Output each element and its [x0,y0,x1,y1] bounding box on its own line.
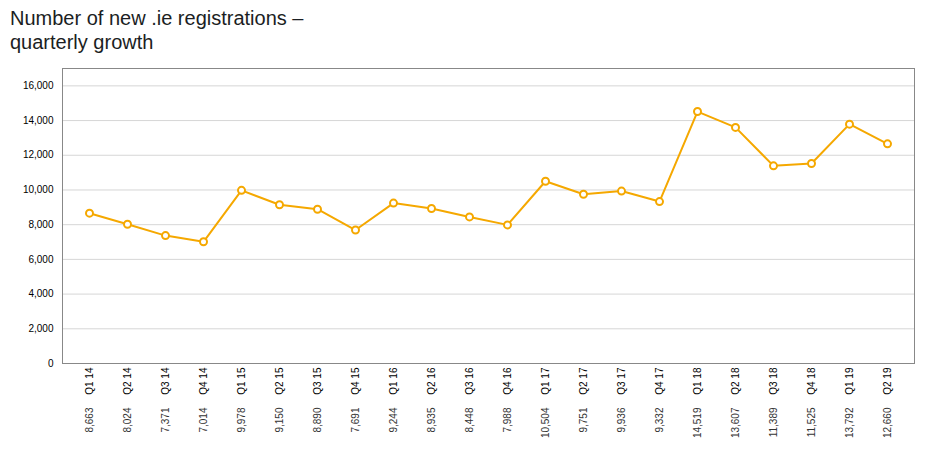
svg-text:14,000: 14,000 [23,115,54,126]
svg-text:11,389: 11,389 [768,407,779,437]
svg-text:Q3 16: Q3 16 [464,367,475,395]
svg-text:16,000: 16,000 [23,80,54,91]
svg-text:9,751: 9,751 [578,407,589,432]
html-text:quarterly growth: quarterly growth [10,31,154,53]
svg-text:13,607: 13,607 [730,407,741,438]
svg-text:Q3 17: Q3 17 [616,367,627,395]
svg-text:8,000: 8,000 [28,219,53,230]
svg-text:7,371: 7,371 [160,407,171,432]
svg-text:13,792: 13,792 [844,407,855,438]
svg-text:Q3 18: Q3 18 [768,367,779,395]
svg-text:Q3 14: Q3 14 [160,367,171,395]
html-text:Number of new .ie registration: Number of new .ie registrations – [10,7,304,29]
svg-text:Q2 17: Q2 17 [578,367,589,395]
svg-text:9,978: 9,978 [236,407,247,432]
svg-text:9,150: 9,150 [274,407,285,432]
svg-text:Q4 14: Q4 14 [198,367,209,395]
svg-text:Q2 16: Q2 16 [426,367,437,395]
svg-text:Q2 14: Q2 14 [122,367,133,395]
svg-text:14,519: 14,519 [692,407,703,438]
svg-text:8,663: 8,663 [84,407,95,432]
svg-text:Q1 19: Q1 19 [844,367,855,395]
svg-text:Q4 16: Q4 16 [502,367,513,395]
svg-text:Q3 15: Q3 15 [312,367,323,395]
svg-text:12,660: 12,660 [882,407,893,438]
svg-text:Q2 19: Q2 19 [882,367,893,395]
svg-text:9,244: 9,244 [388,407,399,432]
svg-text:Q1 17: Q1 17 [540,367,551,395]
svg-text:Q1 15: Q1 15 [236,367,247,395]
svg-text:10,000: 10,000 [23,184,54,195]
svg-text:9,332: 9,332 [654,407,665,432]
svg-text:Q4 17: Q4 17 [654,367,665,395]
svg-text:Q2 15: Q2 15 [274,367,285,395]
svg-text:Q1 16: Q1 16 [388,367,399,395]
svg-text:Q1 14: Q1 14 [84,367,95,395]
svg-text:Q1 18: Q1 18 [692,367,703,395]
svg-text:0: 0 [48,358,54,369]
svg-text:7,014: 7,014 [198,407,209,432]
svg-text:8,935: 8,935 [426,407,437,432]
svg-text:Q2 18: Q2 18 [730,367,741,395]
svg-text:11,525: 11,525 [806,407,817,437]
svg-text:2,000: 2,000 [28,323,53,334]
svg-text:8,024: 8,024 [122,407,133,432]
svg-text:8,890: 8,890 [312,407,323,432]
svg-text:7,988: 7,988 [502,407,513,432]
svg-text:8,448: 8,448 [464,407,475,432]
svg-text:Q4 15: Q4 15 [350,367,361,395]
svg-text:9,936: 9,936 [616,407,627,432]
svg-text:6,000: 6,000 [28,254,53,265]
svg-text:7,691: 7,691 [350,407,361,432]
svg-text:Q4 18: Q4 18 [806,367,817,395]
svg-text:12,000: 12,000 [23,149,54,160]
svg-text:4,000: 4,000 [28,288,53,299]
svg-text:10,504: 10,504 [540,407,551,438]
